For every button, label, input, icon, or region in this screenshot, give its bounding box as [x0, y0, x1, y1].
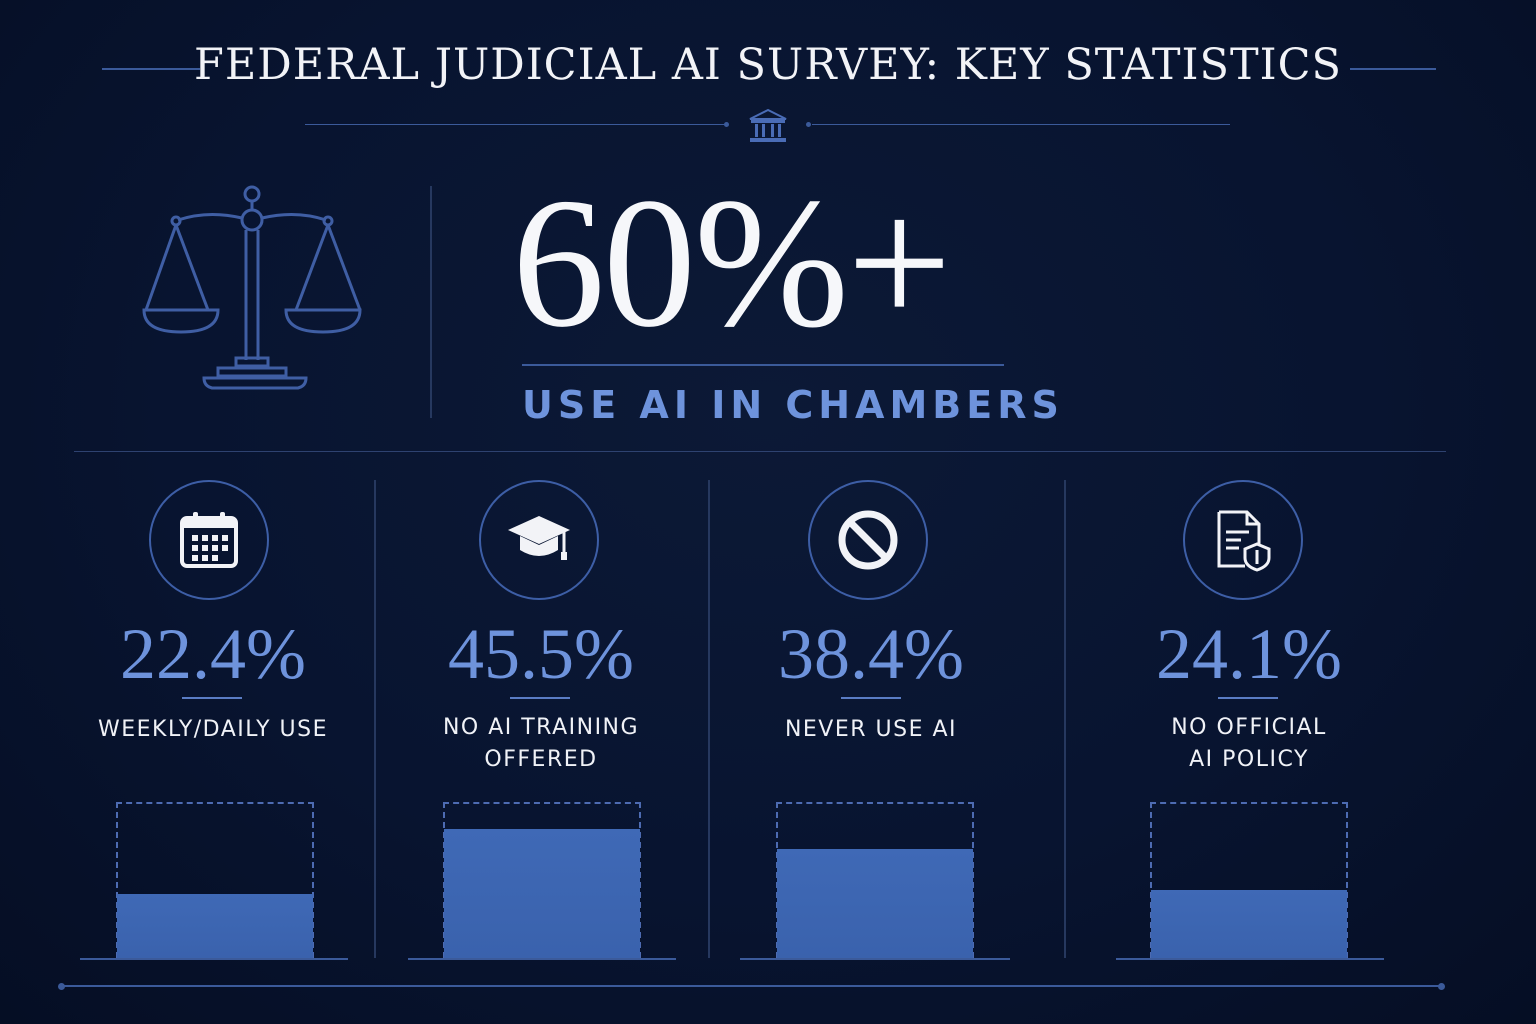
prohibited-icon-circle [808, 480, 928, 600]
stat-value: 24.1% [1156, 614, 1342, 694]
policy-document-icon-circle [1183, 480, 1303, 600]
stat-label: NO OFFICIAL AI POLICY [1171, 715, 1327, 772]
footer-left-dot [58, 983, 65, 990]
stat-label: NO AI TRAINING OFFERED [442, 715, 640, 772]
graduation-cap-icon-circle [479, 480, 599, 600]
bar-baseline [740, 958, 1010, 960]
stat-underline [510, 697, 570, 699]
hero-divider [430, 186, 432, 418]
bar-fill [444, 829, 640, 958]
bar-baseline [408, 958, 676, 960]
stat-underline [182, 697, 242, 699]
column-divider [1064, 480, 1066, 958]
stat-value: 45.5% [448, 614, 634, 694]
ornament-right-rule [812, 124, 1230, 125]
ornament-left-dot [724, 122, 729, 127]
policy-document-icon [1217, 510, 1271, 572]
column-divider [374, 480, 376, 958]
calendar-icon [180, 512, 238, 568]
footer-rule [62, 985, 1442, 987]
hero-stat-value: 60%+ [512, 160, 952, 366]
bar-baseline [80, 958, 348, 960]
bar-fill [1151, 890, 1347, 958]
footer-right-dot [1438, 983, 1445, 990]
column-divider [708, 480, 710, 958]
ornament-right-dot [806, 122, 811, 127]
title-right-rule [1350, 68, 1436, 70]
stat-underline [841, 697, 901, 699]
courthouse-icon [749, 108, 787, 142]
stat-value: 38.4% [778, 614, 964, 694]
stat-underline [1218, 697, 1278, 699]
graduation-cap-icon [508, 516, 570, 560]
bar-fill [117, 894, 313, 958]
stat-label: NEVER USE AI [784, 717, 958, 742]
ornament-left-rule [305, 124, 725, 125]
bar-fill [777, 849, 973, 958]
prohibited-icon [838, 510, 898, 570]
stat-value: 22.4% [120, 614, 306, 694]
calendar-icon-circle [149, 480, 269, 600]
section-divider [74, 451, 1446, 452]
hero-underline [522, 364, 1004, 366]
hero-stat-caption: USE AI IN CHAMBERS [522, 383, 1064, 427]
scales-of-justice-icon [142, 185, 362, 390]
title-left-rule [102, 68, 200, 70]
stat-label: WEEKLY/DAILY USE [98, 717, 328, 742]
page-title: FEDERAL JUDICIAL AI SURVEY: KEY STATISTI… [194, 40, 1342, 90]
bar-baseline [1116, 958, 1384, 960]
